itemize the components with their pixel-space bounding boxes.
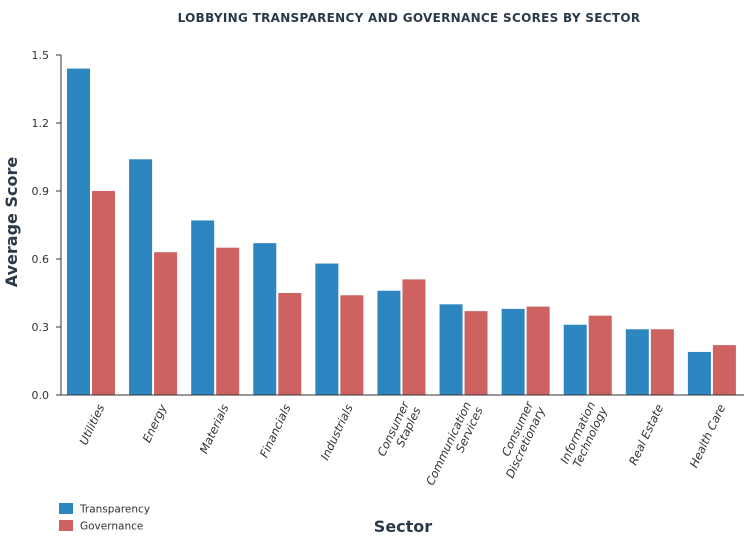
bar-governance-8 bbox=[588, 315, 612, 395]
category-label-line: Financials bbox=[257, 402, 294, 460]
category-label-line: Health Care bbox=[687, 402, 729, 470]
bar-transparency-3 bbox=[253, 243, 277, 395]
category-label: Real Estate bbox=[626, 402, 666, 467]
category-label: InformationTechnology bbox=[557, 399, 610, 471]
y-axis-title: Average Score bbox=[2, 157, 21, 288]
bar-transparency-10 bbox=[687, 351, 711, 395]
bars-group bbox=[67, 68, 736, 395]
y-tick-label: 0.0 bbox=[32, 389, 50, 402]
bar-transparency-9 bbox=[625, 329, 649, 395]
category-label-line: Industrials bbox=[318, 402, 356, 462]
bar-governance-7 bbox=[526, 306, 550, 395]
category-label: ConsumerStaples bbox=[374, 398, 424, 464]
category-label: Materials bbox=[197, 402, 232, 456]
bar-transparency-6 bbox=[439, 304, 463, 395]
legend-label-transparency: Transparency bbox=[79, 504, 150, 516]
chart-title: LOBBYING TRANSPARENCY AND GOVERNANCE SCO… bbox=[178, 11, 641, 25]
category-label: Energy bbox=[140, 402, 170, 445]
y-tick-label: 0.3 bbox=[32, 321, 50, 334]
category-label-line: Materials bbox=[197, 402, 232, 456]
bar-governance-5 bbox=[402, 279, 426, 395]
bar-governance-10 bbox=[712, 345, 736, 395]
y-tick-label: 1.5 bbox=[32, 49, 50, 62]
bar-governance-2 bbox=[216, 247, 240, 395]
legend-swatch-governance bbox=[59, 520, 73, 531]
bar-transparency-7 bbox=[501, 308, 525, 395]
bar-governance-4 bbox=[340, 295, 364, 395]
y-tick-label: 0.9 bbox=[32, 185, 50, 198]
bar-transparency-8 bbox=[563, 324, 587, 395]
bar-governance-9 bbox=[650, 329, 674, 395]
category-label: CommunicationServices bbox=[423, 399, 486, 493]
y-axis: 0.0 0.3 0.6 0.9 1.2 1.5 bbox=[32, 49, 62, 402]
legend-label-governance: Governance bbox=[80, 521, 143, 533]
category-label-line: Energy bbox=[140, 402, 170, 445]
bar-governance-1 bbox=[154, 252, 178, 395]
category-label: ConsumerDiscretionary bbox=[491, 398, 548, 480]
legend-swatch-transparency bbox=[59, 503, 73, 514]
legend: Transparency Governance bbox=[59, 503, 150, 533]
y-tick-label: 0.6 bbox=[32, 253, 50, 266]
bar-governance-0 bbox=[92, 191, 115, 395]
bar-transparency-0 bbox=[67, 68, 90, 395]
x-axis-title: Sector bbox=[374, 517, 433, 536]
category-label: Health Care bbox=[687, 402, 729, 470]
bar-transparency-2 bbox=[191, 220, 215, 395]
bar-transparency-1 bbox=[129, 159, 153, 395]
bar-transparency-5 bbox=[377, 290, 401, 395]
category-labels: Utilities Energy Materials Financials Indust… bbox=[76, 398, 729, 493]
bar-governance-6 bbox=[464, 311, 488, 395]
category-label: Financials bbox=[257, 402, 294, 460]
bar-transparency-4 bbox=[315, 263, 339, 395]
category-label: Industrials bbox=[318, 402, 356, 462]
bar-governance-3 bbox=[278, 293, 302, 395]
category-label: Utilities bbox=[76, 402, 107, 447]
category-label-line: Utilities bbox=[76, 402, 107, 447]
category-label-line: Real Estate bbox=[626, 402, 666, 467]
y-tick-label: 1.2 bbox=[32, 117, 50, 130]
